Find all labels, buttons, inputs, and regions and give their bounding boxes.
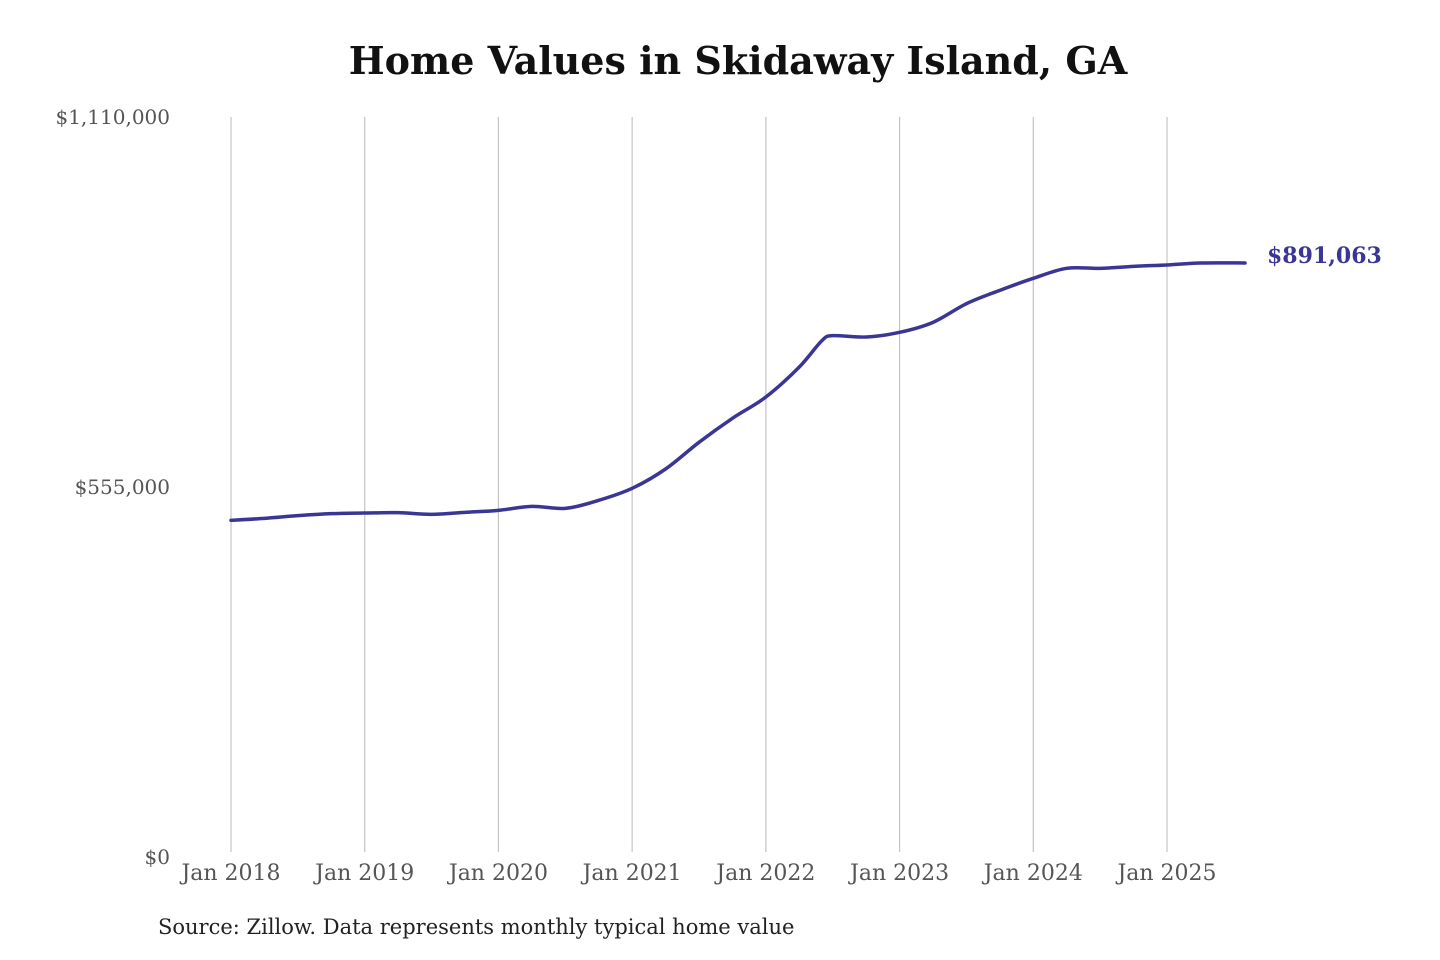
- x-tick-label: Jan 2024: [982, 861, 1083, 886]
- y-tick-label: $1,110,000: [55, 105, 170, 129]
- x-tick-label: Jan 2023: [848, 861, 949, 886]
- series-layer: [229, 261, 1247, 523]
- series-line: [229, 261, 1247, 523]
- x-tick-label: Jan 2025: [1115, 861, 1216, 886]
- y-tick-label: $555,000: [75, 475, 170, 499]
- x-tick-label: Jan 2021: [581, 861, 682, 886]
- grid-layer: [230, 117, 1168, 852]
- annotation-layer: $891,063: [1267, 243, 1382, 269]
- y-tick-label: $0: [145, 845, 170, 869]
- chart-source-note: Source: Zillow. Data represents monthly …: [158, 915, 795, 939]
- x-tick-label: Jan 2022: [714, 861, 815, 886]
- x-axis-ticks: Jan 2018 Jan 2019 Jan 2020 Jan 2021 Jan 2022…: [179, 861, 1216, 886]
- x-tick-label: Jan 2020: [447, 861, 548, 886]
- x-tick-label: Jan 2019: [313, 861, 414, 886]
- end-value-label: $891,063: [1267, 243, 1382, 269]
- chart-title: Home Values in Skidaway Island, GA: [348, 38, 1128, 83]
- y-axis-ticks: $0 $555,000 $1,110,000: [55, 105, 170, 869]
- x-tick-label: Jan 2018: [179, 861, 280, 886]
